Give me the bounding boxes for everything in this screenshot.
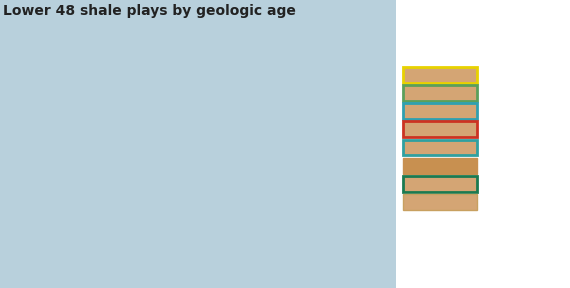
Text: eia: eia — [536, 264, 561, 279]
Text: Devonian: Devonian — [484, 161, 537, 170]
Text: Ordovician: Ordovician — [484, 179, 544, 189]
Text: Carboniferous: Carboniferous — [484, 143, 562, 152]
Text: Lower 48 shale plays by geologic age: Lower 48 shale plays by geologic age — [3, 4, 296, 18]
Text: Jurassic: Jurassic — [484, 106, 527, 116]
Text: Geologic age of play
(youngest to oldest): Geologic age of play (youngest to oldest… — [402, 20, 529, 43]
Text: Cretaceous: Cretaceous — [484, 88, 547, 98]
Text: Miocene: Miocene — [484, 70, 531, 80]
Text: Cambrian: Cambrian — [484, 197, 538, 207]
Text: Permian: Permian — [484, 124, 530, 134]
